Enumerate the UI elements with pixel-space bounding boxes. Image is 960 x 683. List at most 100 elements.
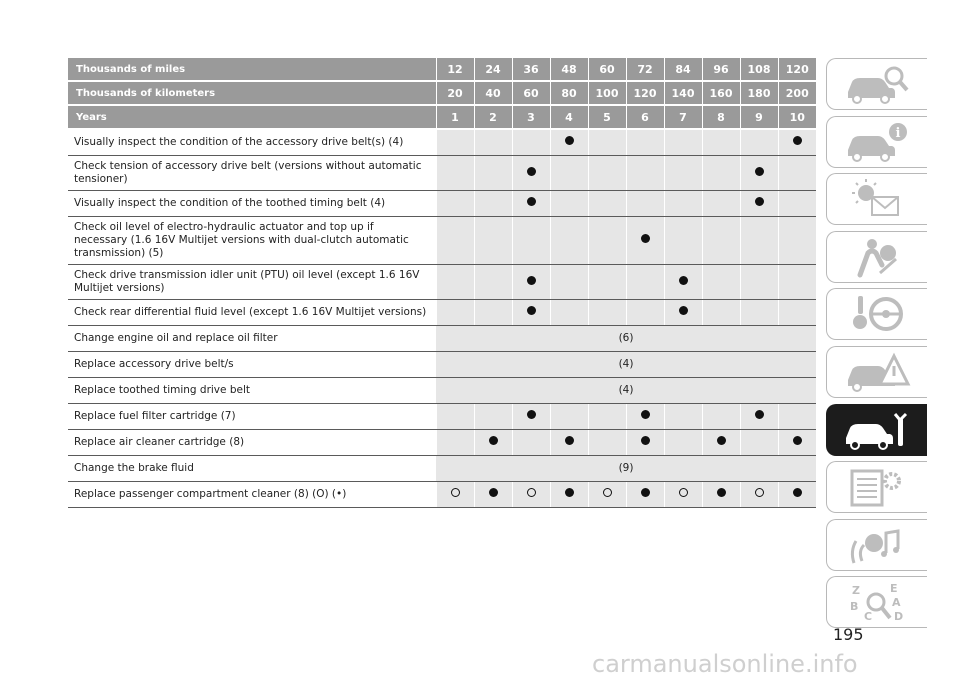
schedule-cell [777,129,816,156]
schedule-cell [511,429,550,456]
schedule-cell [701,216,740,265]
tab-index[interactable]: Z E B A C D [826,576,927,629]
svg-text:B: B [850,600,858,613]
schedule-cell [739,216,778,265]
header-value: 7 [663,105,702,130]
header-value: 96 [701,58,740,82]
header-value: 108 [739,58,778,82]
task-label: Replace passenger compartment cleaner (8… [68,481,436,508]
schedule-cell [587,299,626,326]
tab-servicing-care[interactable] [826,403,927,456]
chapter-sidebar: i [826,58,928,634]
schedule-cell [777,155,816,191]
hollow-dot-mark [450,488,460,497]
schedule-cell [435,403,474,430]
task-label: Replace toothed timing drive belt [68,377,436,404]
task-label: Replace air cleaner cartridge (8) [68,429,436,456]
header-row: Years 1 2 3 4 5 6 7 8 9 10 [68,105,816,130]
table-row: Change engine oil and replace oil filter… [68,325,816,352]
schedule-cell [625,216,664,265]
task-label: Check tension of accessory drive belt (v… [68,155,436,191]
schedule-cell [625,481,664,508]
task-label: Visually inspect the condition of the to… [68,190,436,217]
schedule-cell [739,264,778,300]
schedule-cell [739,299,778,326]
schedule-cell [473,429,512,456]
header-value: 3 [511,105,550,130]
index-alphabet-icon: Z E B A C D [850,582,903,623]
tab-safety[interactable] [826,230,927,283]
schedule-cell [777,481,816,508]
schedule-cell [739,481,778,508]
car-wrench-icon [846,412,908,450]
filled-dot-mark [792,488,802,497]
tab-multimedia[interactable] [826,518,927,571]
tab-emergency[interactable] [826,345,927,398]
table-row: Replace toothed timing drive belt (4) [68,377,816,404]
task-label: Check drive transmission idler unit (PTU… [68,264,436,300]
filled-dot-mark [488,436,498,445]
task-label: Change engine oil and replace oil filter [68,325,436,352]
table-body: Visually inspect the condition of the ac… [68,129,816,508]
schedule-cell [663,216,702,265]
header-value: 120 [777,58,816,82]
tab-technical-data[interactable] [826,461,927,514]
schedule-cell [701,190,740,217]
filled-dot-mark [526,410,536,419]
table-row: Replace passenger compartment cleaner (8… [68,481,816,508]
table-row: Check tension of accessory drive belt (v… [68,155,816,191]
media-nav-icon [850,528,900,564]
schedule-cell [625,190,664,217]
table-row: Replace accessory drive belt/s (4) [68,351,816,378]
table-row: Check rear differential fluid level (exc… [68,299,816,326]
schedule-cell [511,155,550,191]
schedule-cell [587,481,626,508]
table-row: Visually inspect the condition of the to… [68,190,816,217]
schedule-cell [701,403,740,430]
tab-starting-driving[interactable] [826,288,927,341]
filled-dot-mark [640,410,650,419]
schedule-cell [473,216,512,265]
schedule-cell [777,299,816,326]
tab-warning-lights[interactable] [826,173,927,226]
schedule-cell [435,190,474,217]
header-value: 40 [473,81,512,106]
hollow-dot-mark [678,488,688,497]
filled-dot-mark [526,275,536,285]
header-label: Thousands of miles [68,58,436,82]
schedule-cell [473,190,512,217]
schedule-cell [663,129,702,156]
table-row: Check oil level of electro-hydraulic act… [68,216,816,265]
schedule-cell [511,299,550,326]
tab-car-search[interactable] [826,58,927,110]
schedule-cell [435,129,474,156]
schedule-cell [663,155,702,191]
schedule-cell [473,481,512,508]
schedule-cell [549,264,588,300]
page-number: 195 [833,625,864,644]
schedule-cell [663,264,702,300]
header-value: 36 [511,58,550,82]
schedule-cell [435,264,474,300]
filled-dot-mark [716,436,726,445]
filled-dot-mark [488,488,498,497]
schedule-cell [625,155,664,191]
header-value: 160 [701,81,740,106]
header-value: 9 [739,105,778,130]
schedule-cell [549,155,588,191]
schedule-cell [777,264,816,300]
task-label: Check oil level of electro-hydraulic act… [68,216,436,265]
header-value: 100 [587,81,626,106]
header-value: 60 [587,58,626,82]
schedule-cell [663,429,702,456]
schedule-cell [701,264,740,300]
span-note: (4) [436,377,816,404]
schedule-cell [511,403,550,430]
schedule-cell [701,481,740,508]
filled-dot-mark [640,234,650,243]
header-value: 10 [777,105,816,130]
tab-car-info[interactable]: i [826,115,927,168]
schedule-cell [663,403,702,430]
span-note: (6) [436,325,816,352]
schedule-cell [511,129,550,156]
